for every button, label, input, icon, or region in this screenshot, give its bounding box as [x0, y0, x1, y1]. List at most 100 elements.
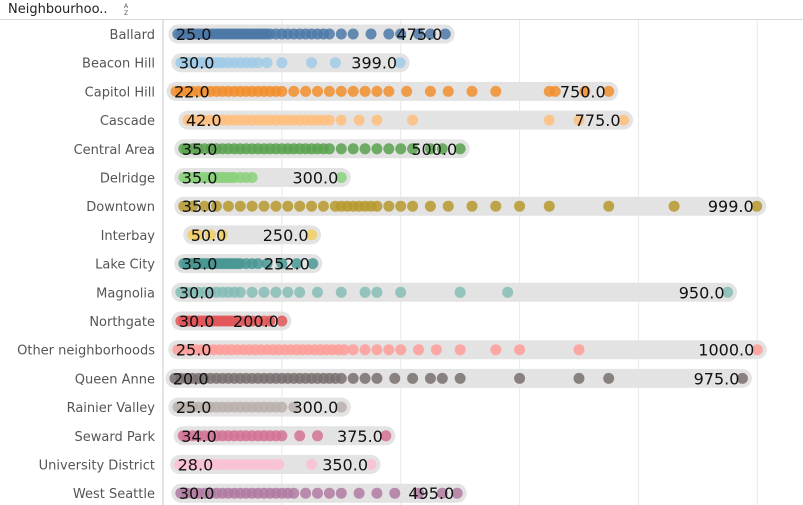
- data-point: [430, 344, 442, 356]
- min-label: 42.0: [186, 111, 222, 130]
- data-point: [335, 28, 347, 40]
- data-point: [353, 487, 365, 499]
- data-point: [264, 315, 276, 327]
- data-point: [276, 315, 288, 327]
- data-point: [329, 57, 341, 69]
- data-point: [276, 57, 288, 69]
- range-labels: 25.0 475.0 30.0 399.0 22.0 750.0 42.0 775.0 35.0…: [173, 25, 754, 503]
- data-point: [383, 85, 395, 97]
- category-label: Northgate: [89, 315, 155, 330]
- data-point: [371, 114, 383, 126]
- data-point: [371, 85, 383, 97]
- category-label: University District: [39, 459, 155, 474]
- data-point: [407, 200, 419, 212]
- data-point: [222, 200, 234, 212]
- min-label: 34.0: [181, 427, 217, 446]
- sort-alpha-icon[interactable]: A Z: [121, 2, 131, 16]
- max-label: 250.0: [263, 226, 309, 245]
- min-label: 25.0: [176, 398, 212, 417]
- min-label: 35.0: [182, 255, 218, 274]
- data-point: [282, 286, 294, 298]
- data-point: [389, 372, 401, 384]
- data-point: [502, 286, 514, 298]
- data-point: [383, 143, 395, 155]
- data-point: [288, 85, 300, 97]
- data-point: [395, 200, 407, 212]
- data-point: [347, 85, 359, 97]
- category-label: Queen Anne: [75, 372, 155, 387]
- data-point: [210, 200, 222, 212]
- data-point: [347, 143, 359, 155]
- max-label: 475.0: [396, 25, 442, 44]
- data-point: [288, 487, 300, 499]
- data-point: [424, 200, 436, 212]
- data-point: [246, 172, 258, 183]
- data-point: [294, 286, 306, 298]
- data-point: [312, 487, 324, 499]
- data-point: [413, 344, 425, 356]
- data-point: [335, 172, 347, 183]
- category-label: Central Area: [74, 143, 155, 158]
- min-label: 35.0: [182, 197, 218, 216]
- data-point: [234, 286, 246, 298]
- max-label: 775.0: [575, 111, 621, 130]
- data-point: [359, 85, 371, 97]
- max-label: 495.0: [408, 484, 454, 503]
- data-point: [353, 114, 365, 126]
- data-point: [282, 200, 294, 212]
- data-point: [312, 85, 324, 97]
- data-point: [187, 200, 199, 212]
- data-point: [371, 372, 383, 384]
- data-point: [573, 114, 585, 126]
- category-label: Ballard: [110, 28, 155, 43]
- max-label: 399.0: [351, 54, 397, 73]
- data-point: [347, 344, 359, 356]
- data-point: [383, 28, 395, 40]
- data-point: [466, 200, 478, 212]
- data-point: [668, 200, 680, 212]
- max-label: 975.0: [694, 369, 740, 388]
- column-header-title: Neighbourhoo..: [8, 2, 108, 17]
- max-label: 300.0: [292, 169, 338, 188]
- data-point: [276, 430, 288, 442]
- data-point: [365, 459, 377, 470]
- data-point: [442, 200, 454, 212]
- data-point: [323, 114, 335, 126]
- data-point: [246, 200, 258, 212]
- data-point: [246, 286, 258, 298]
- data-point: [338, 344, 350, 356]
- data-point: [722, 286, 734, 298]
- category-label: Seward Park: [75, 430, 156, 445]
- data-point: [335, 286, 347, 298]
- data-point: [234, 200, 246, 212]
- max-label: 300.0: [292, 398, 338, 417]
- min-label: 30.0: [179, 484, 215, 503]
- max-label: 500.0: [411, 140, 457, 159]
- data-point: [401, 85, 413, 97]
- data-point: [347, 372, 359, 384]
- max-label: 950.0: [679, 283, 725, 302]
- data-point: [514, 200, 526, 212]
- max-label: 375.0: [337, 427, 383, 446]
- data-point: [751, 200, 763, 212]
- max-label: 1000.0: [698, 341, 754, 360]
- data-point: [439, 28, 451, 40]
- data-point: [395, 286, 407, 298]
- category-label: Rainier Valley: [67, 401, 156, 416]
- min-label: 30.0: [179, 283, 215, 302]
- data-point: [371, 200, 383, 212]
- max-label: 252.0: [264, 255, 310, 274]
- min-label: 28.0: [178, 456, 214, 475]
- data-point: [359, 286, 371, 298]
- data-point: [424, 372, 436, 384]
- data-point: [276, 258, 288, 270]
- data-point: [323, 85, 335, 97]
- data-point: [276, 85, 288, 97]
- data-point: [618, 114, 630, 126]
- data-point: [454, 143, 466, 155]
- data-point: [371, 487, 383, 499]
- data-point: [335, 401, 347, 413]
- data-point: [751, 344, 763, 356]
- data-point: [424, 28, 436, 40]
